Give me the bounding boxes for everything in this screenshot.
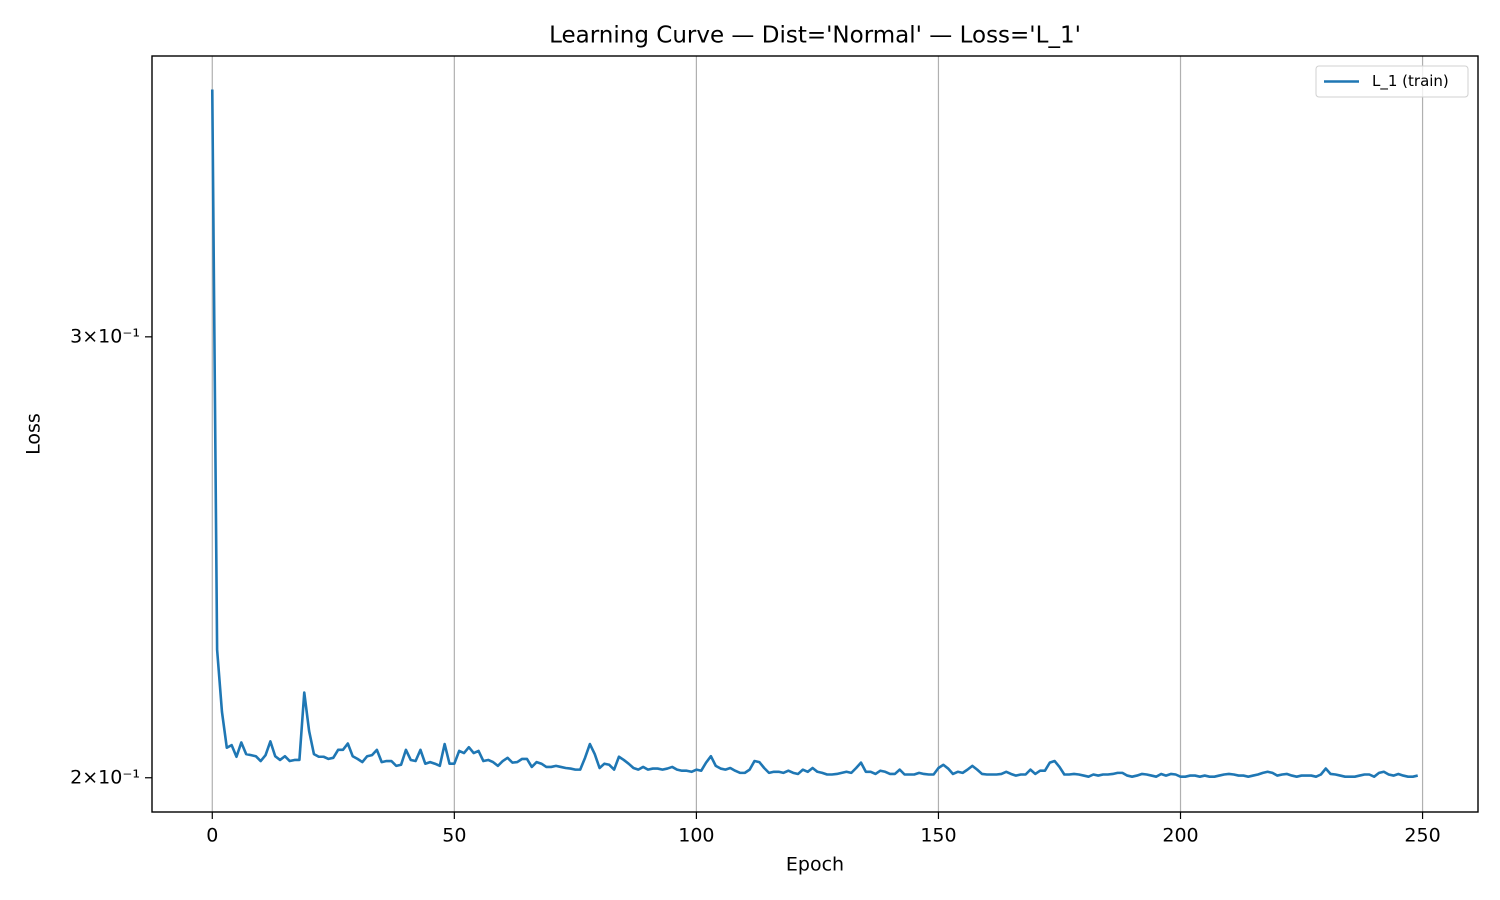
x-tick-label: 100 — [678, 825, 714, 847]
x-tick-label: 0 — [206, 825, 218, 847]
plot-frame — [151, 55, 1479, 813]
x-tick-label: 150 — [920, 825, 956, 847]
legend-label: L_1 (train) — [1372, 72, 1449, 91]
x-tick-label: 200 — [1162, 825, 1198, 847]
legend-box — [1315, 65, 1469, 98]
y-tick-label: 3×10⁻¹ — [70, 325, 140, 347]
chart-title: Learning Curve — Dist='Normal' — Loss='L… — [549, 23, 1081, 49]
y-axis-label: Loss — [23, 413, 45, 455]
y-tick-label: 2×10⁻¹ — [70, 766, 140, 788]
line-series — [210, 89, 1419, 778]
x-tick-label: 50 — [442, 825, 466, 847]
x-axis-label: Epoch — [786, 854, 844, 876]
x-tick-label: 250 — [1404, 825, 1440, 847]
